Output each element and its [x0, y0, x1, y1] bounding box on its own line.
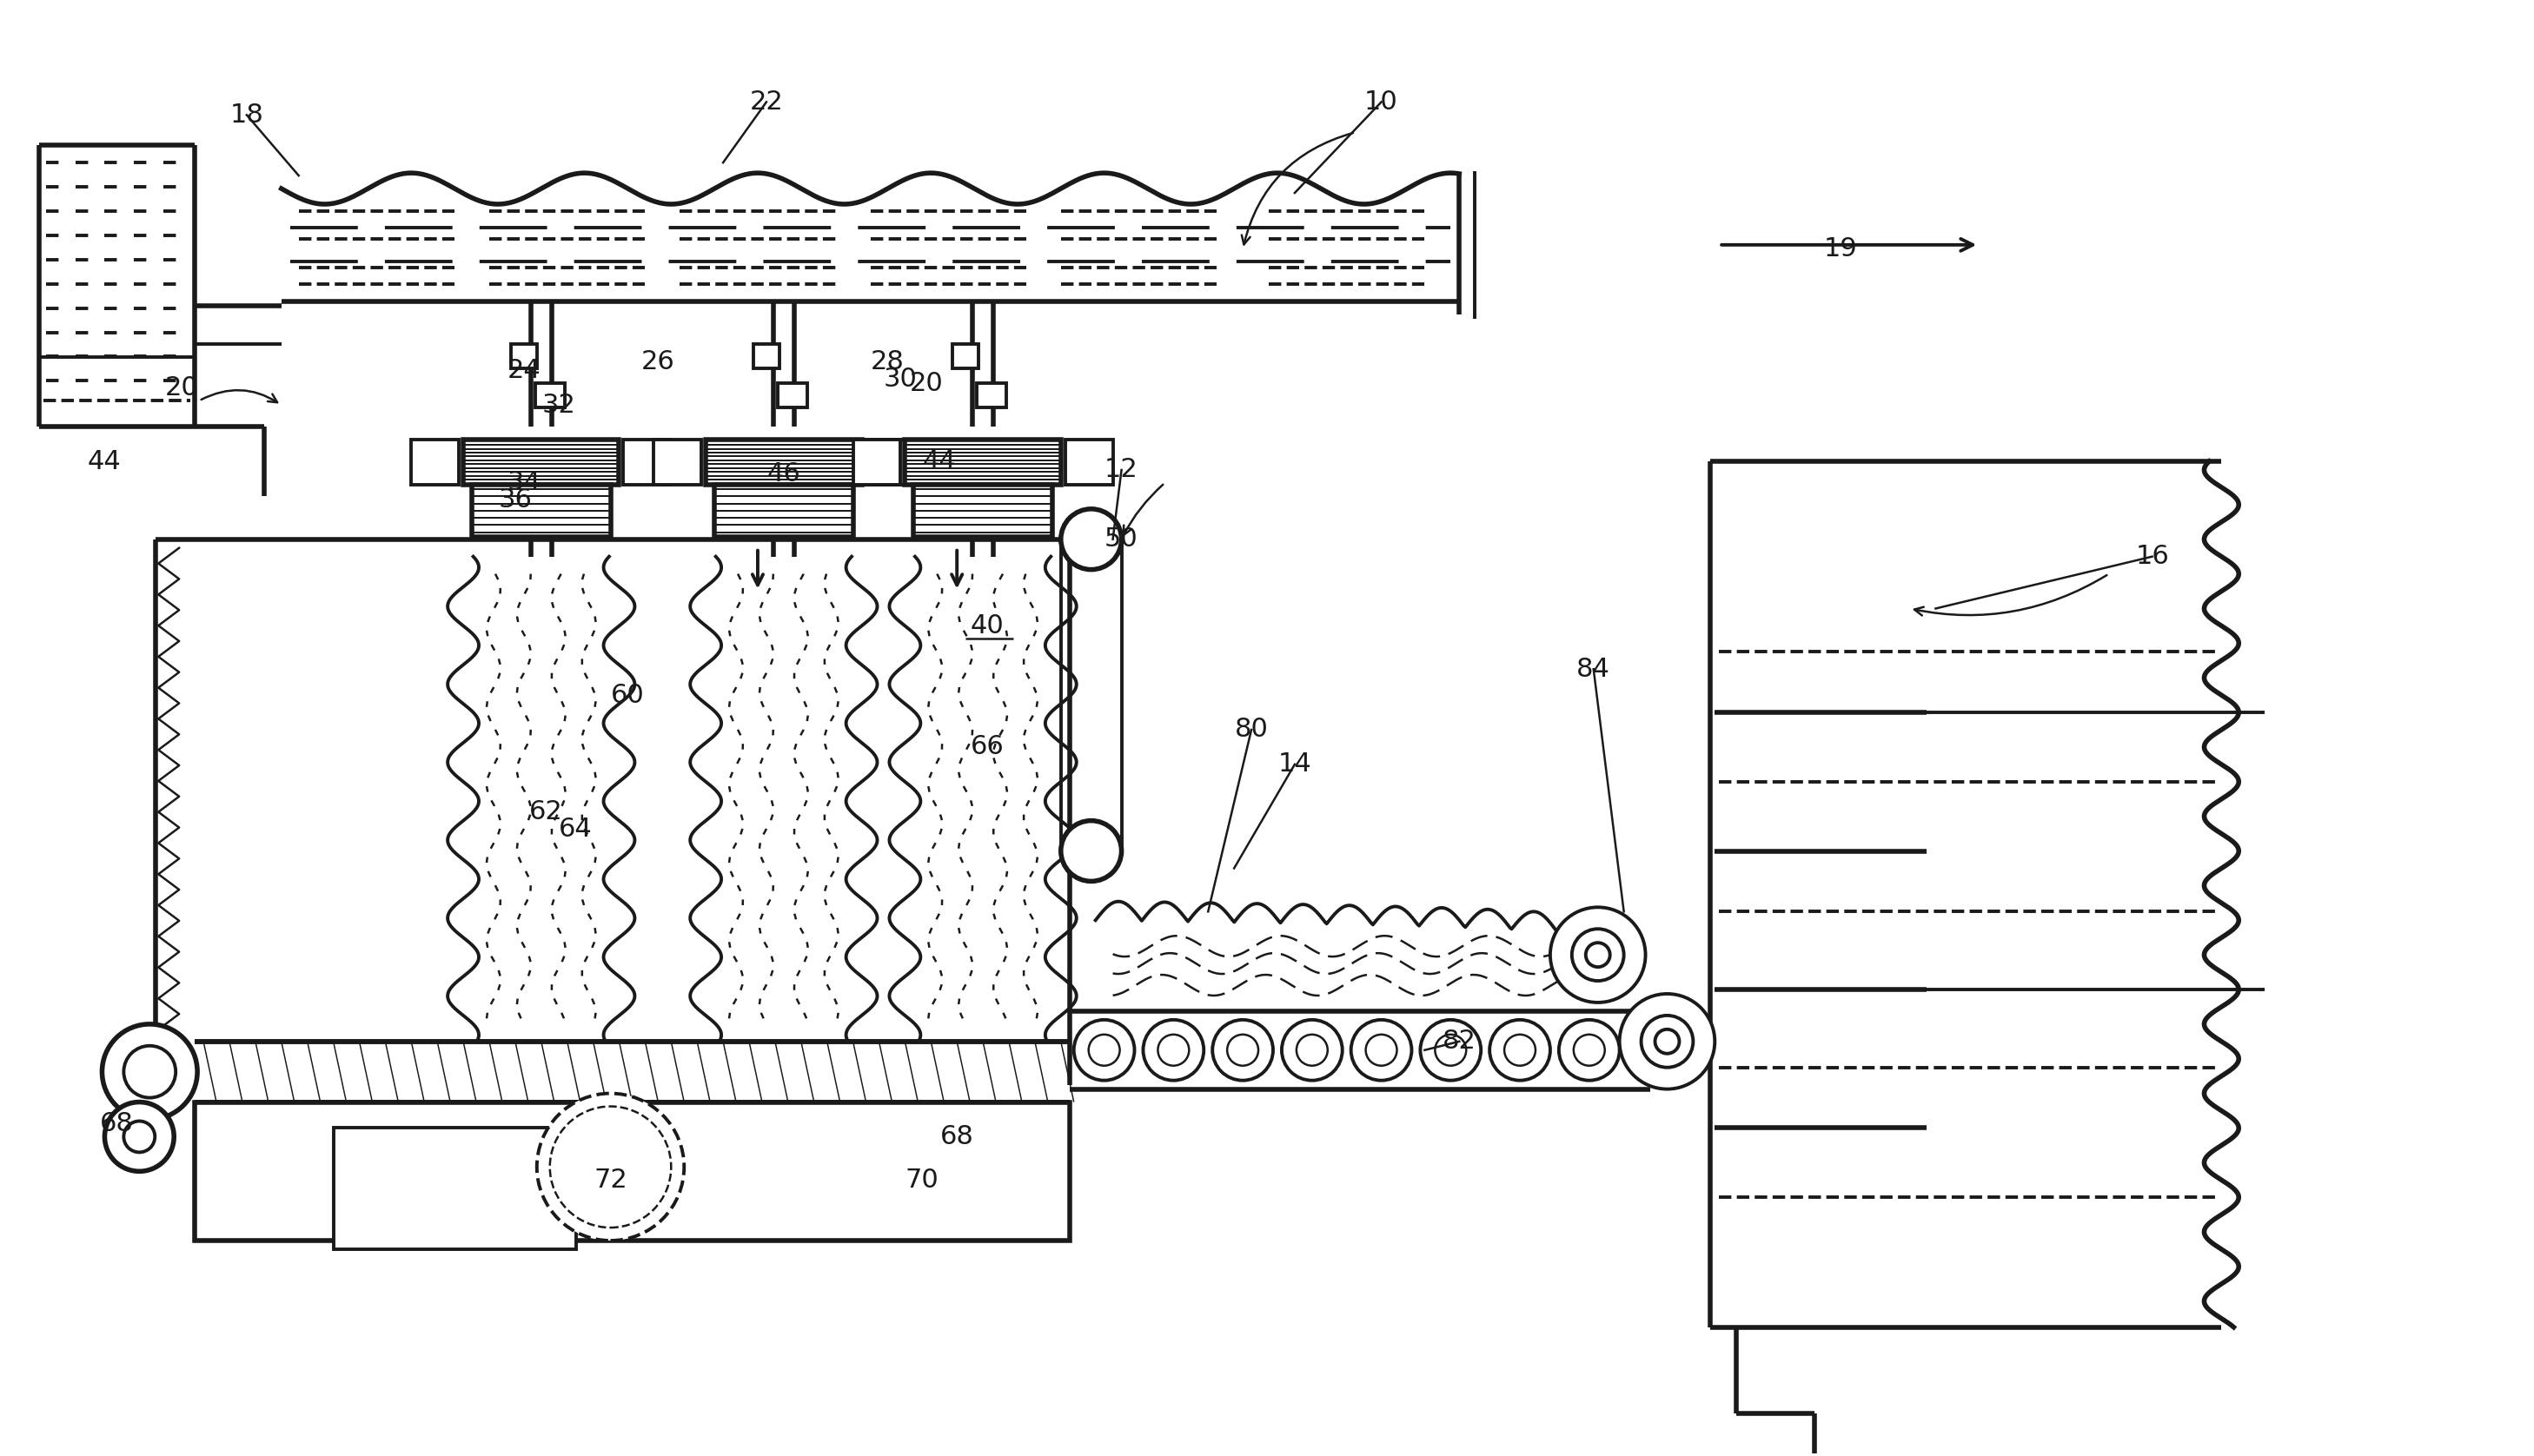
Bar [976, 383, 1006, 408]
Bar [753, 345, 780, 368]
Ellipse shape [1419, 1019, 1480, 1080]
Bar [915, 485, 1052, 537]
Bar [535, 383, 565, 408]
Bar [411, 440, 459, 485]
Ellipse shape [1090, 1035, 1120, 1066]
Ellipse shape [1226, 1035, 1259, 1066]
Text: 20: 20 [910, 371, 943, 396]
Ellipse shape [124, 1045, 175, 1098]
Ellipse shape [104, 1102, 175, 1171]
Text: 80: 80 [1234, 718, 1270, 743]
Bar [195, 1102, 1069, 1241]
Bar [623, 440, 672, 485]
Text: 68: 68 [940, 1124, 973, 1149]
Bar [854, 440, 900, 485]
Bar [778, 383, 808, 408]
Ellipse shape [537, 1093, 684, 1241]
Text: 44: 44 [922, 448, 955, 473]
Ellipse shape [1586, 942, 1609, 967]
Text: 28: 28 [872, 349, 905, 374]
Ellipse shape [1366, 1035, 1396, 1066]
Text: 60: 60 [611, 683, 644, 708]
Ellipse shape [1505, 1035, 1536, 1066]
Text: 84: 84 [1576, 657, 1612, 681]
Text: 36: 36 [499, 488, 532, 513]
Ellipse shape [1574, 1035, 1604, 1066]
Text: 26: 26 [641, 349, 674, 374]
Ellipse shape [101, 1024, 198, 1120]
Text: 62: 62 [530, 799, 563, 824]
Text: 14: 14 [1277, 751, 1313, 778]
Text: 10: 10 [1363, 89, 1399, 115]
Bar [905, 440, 1062, 485]
Ellipse shape [1490, 1019, 1551, 1080]
Bar [715, 485, 854, 537]
Bar [512, 345, 537, 368]
Text: 46: 46 [768, 462, 801, 486]
Ellipse shape [1434, 1035, 1467, 1066]
Bar [471, 485, 611, 537]
Bar [334, 1128, 575, 1249]
Text: 19: 19 [1824, 236, 1857, 262]
Text: 20: 20 [165, 376, 198, 400]
Ellipse shape [1642, 1015, 1693, 1067]
Text: 44: 44 [86, 448, 122, 473]
Text: 82: 82 [1442, 1029, 1477, 1054]
Text: 40: 40 [971, 613, 1003, 638]
Bar [1064, 440, 1112, 485]
Text: 16: 16 [2136, 545, 2169, 569]
Text: 72: 72 [593, 1168, 628, 1192]
Ellipse shape [1551, 907, 1645, 1003]
Text: 40: 40 [971, 613, 1003, 638]
Ellipse shape [1062, 821, 1123, 881]
Ellipse shape [1351, 1019, 1411, 1080]
Bar [867, 440, 915, 485]
Ellipse shape [1143, 1019, 1204, 1080]
Text: 24: 24 [507, 358, 540, 383]
Text: 22: 22 [750, 89, 783, 115]
Text: 30: 30 [884, 367, 917, 392]
Text: 50: 50 [1105, 527, 1138, 552]
Bar [707, 440, 862, 485]
Ellipse shape [1571, 929, 1624, 981]
Ellipse shape [1619, 994, 1716, 1089]
Text: 70: 70 [905, 1168, 940, 1192]
Text: 64: 64 [560, 817, 593, 842]
Ellipse shape [124, 1121, 155, 1152]
Text: 34: 34 [507, 470, 540, 495]
Ellipse shape [1158, 1035, 1188, 1066]
Ellipse shape [1655, 1029, 1680, 1054]
Ellipse shape [1062, 510, 1123, 569]
Ellipse shape [1282, 1019, 1343, 1080]
Text: 68: 68 [99, 1111, 134, 1136]
Ellipse shape [1558, 1019, 1619, 1080]
Text: 18: 18 [231, 102, 264, 128]
Ellipse shape [1074, 1019, 1135, 1080]
Bar [953, 345, 978, 368]
Text: 66: 66 [971, 734, 1003, 760]
Text: 32: 32 [542, 393, 575, 418]
Ellipse shape [1297, 1035, 1328, 1066]
Bar [654, 440, 702, 485]
Bar [464, 440, 618, 485]
Ellipse shape [550, 1107, 672, 1227]
Text: 12: 12 [1105, 457, 1138, 482]
Ellipse shape [1211, 1019, 1272, 1080]
